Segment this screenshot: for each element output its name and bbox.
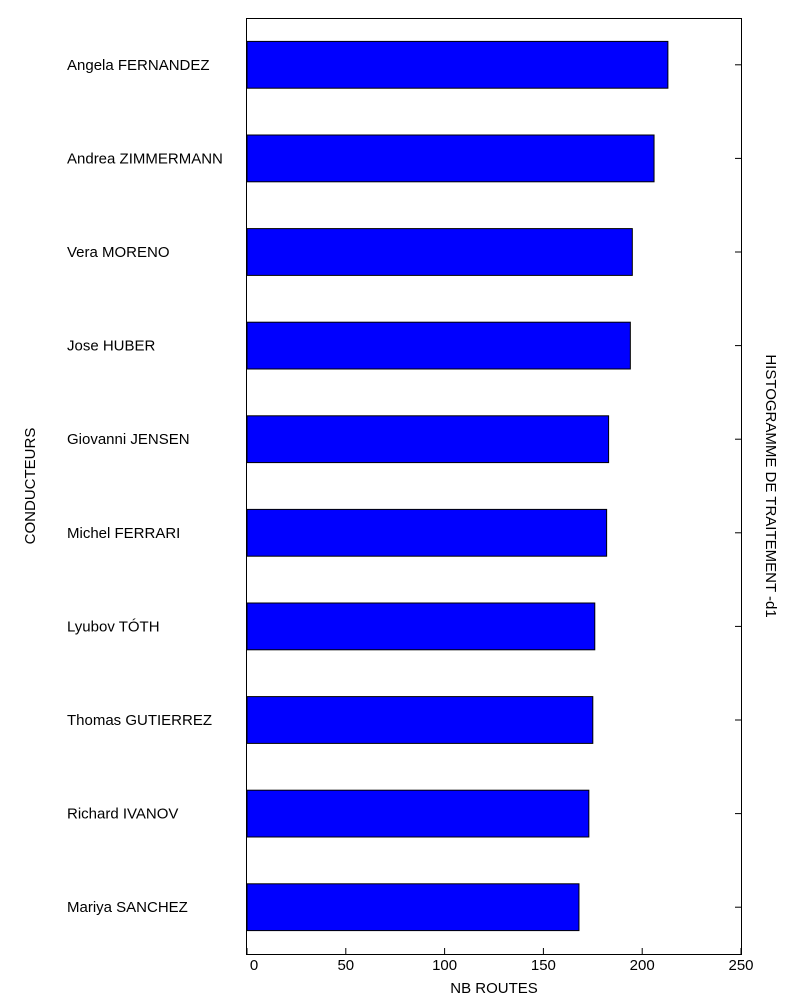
bar: [246, 40, 669, 89]
bar: [246, 883, 580, 932]
category-label: Vera MORENO: [67, 244, 170, 261]
category-label: Thomas GUTIERREZ: [67, 712, 212, 729]
x-tick-label: 200: [630, 957, 655, 974]
x-tick-label: 250: [728, 957, 753, 974]
x-tick-label: 100: [432, 957, 457, 974]
bar: [246, 789, 590, 838]
category-label: Richard IVANOV: [67, 806, 178, 823]
category-label: Giovanni JENSEN: [67, 431, 190, 448]
x-tick-label: 50: [337, 957, 354, 974]
x-tick-label: 0: [250, 957, 258, 974]
bar: [246, 228, 633, 276]
x-tick-label: 150: [531, 957, 556, 974]
category-label: Angela FERNANDEZ: [67, 57, 210, 74]
category-label: Mariya SANCHEZ: [67, 899, 188, 916]
category-label: Jose HUBER: [67, 338, 156, 355]
bar: [246, 321, 631, 370]
x-axis-title: NB ROUTES: [450, 980, 538, 997]
bar: [246, 508, 608, 557]
bar: [246, 415, 610, 464]
bar: [246, 602, 596, 651]
plot-frame: [246, 18, 742, 955]
chart-title: HISTOGRAMME DE TRAITEMENT -d1: [762, 354, 779, 617]
x-tick-labels: 0 50 100 150 200 250: [250, 957, 754, 974]
bar: [246, 134, 655, 183]
category-label: Michel FERRARI: [67, 525, 180, 542]
category-label: Andrea ZIMMERMANN: [67, 150, 223, 167]
category-label: Lyubov TÓTH: [67, 618, 160, 635]
category-labels: Angela FERNANDEZ Andrea ZIMMERMANN Vera MO…: [67, 57, 223, 916]
ticks-group: [246, 64, 742, 954]
y-axis-title: CONDUCTEURS: [22, 428, 39, 545]
bar: [246, 696, 594, 744]
bars-group: [246, 40, 669, 932]
